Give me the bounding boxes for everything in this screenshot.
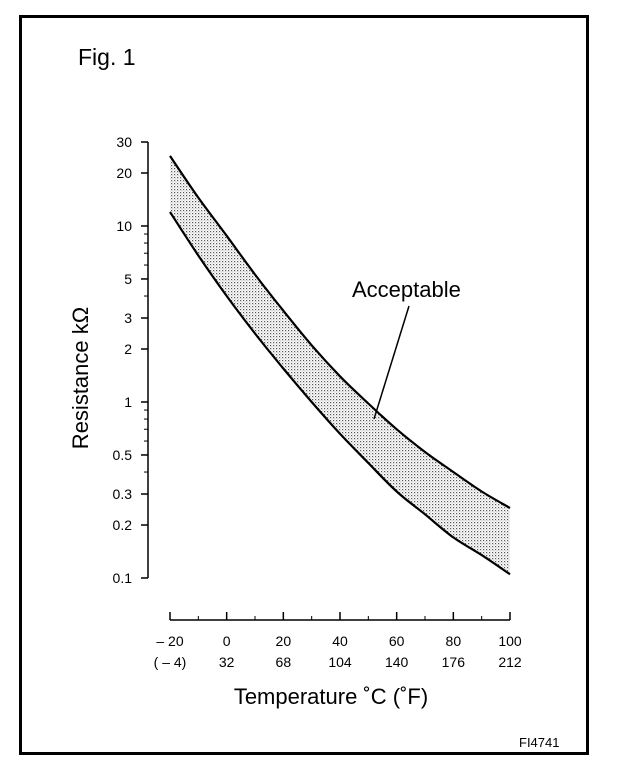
x-tick-label-celsius: 20	[276, 633, 292, 649]
x-tick-label-celsius: 100	[498, 633, 522, 649]
x-tick-label-fahrenheit: 212	[498, 654, 522, 670]
upper-bound-curve	[169, 155, 511, 509]
x-tick-label-fahrenheit: 140	[385, 654, 409, 670]
x-tick-label-fahrenheit: 104	[328, 654, 352, 670]
y-axis-label: Resistance kΩ	[68, 307, 93, 449]
y-tick-label: 0.5	[113, 447, 133, 463]
y-tick-label: 30	[116, 134, 132, 150]
x-tick-label-fahrenheit: ( – 4)	[154, 654, 187, 670]
y-tick-label: 10	[116, 218, 132, 234]
y-tick-label: 3	[124, 310, 132, 326]
y-tick-label: 2	[124, 341, 132, 357]
x-tick-label-fahrenheit: 32	[219, 654, 235, 670]
y-tick-label: 1	[124, 394, 132, 410]
x-axis-label: Temperature ˚C (˚F)	[234, 684, 428, 709]
annotation-leader-line	[373, 305, 410, 420]
y-tick-label: 20	[116, 165, 132, 181]
acceptable-band	[170, 155, 510, 575]
y-tick-label: 0.3	[113, 486, 133, 502]
x-tick-label-celsius: 0	[223, 633, 231, 649]
y-tick-label: 5	[124, 271, 132, 287]
x-tick-label-celsius: 40	[332, 633, 348, 649]
annotation-acceptable: Acceptable	[352, 277, 461, 302]
x-tick-label-fahrenheit: 176	[442, 654, 466, 670]
y-tick-label: 0.1	[113, 570, 133, 586]
x-tick-label-celsius: 60	[389, 633, 405, 649]
x-tick-label-celsius: – 20	[156, 633, 183, 649]
x-tick-label-fahrenheit: 68	[276, 654, 292, 670]
y-tick-label: 0.2	[113, 517, 133, 533]
figure-title: Fig. 1	[78, 44, 136, 70]
x-tick-label-celsius: 80	[446, 633, 462, 649]
figure-code: FI4741	[519, 735, 560, 750]
lower-bound-curve	[169, 211, 511, 576]
